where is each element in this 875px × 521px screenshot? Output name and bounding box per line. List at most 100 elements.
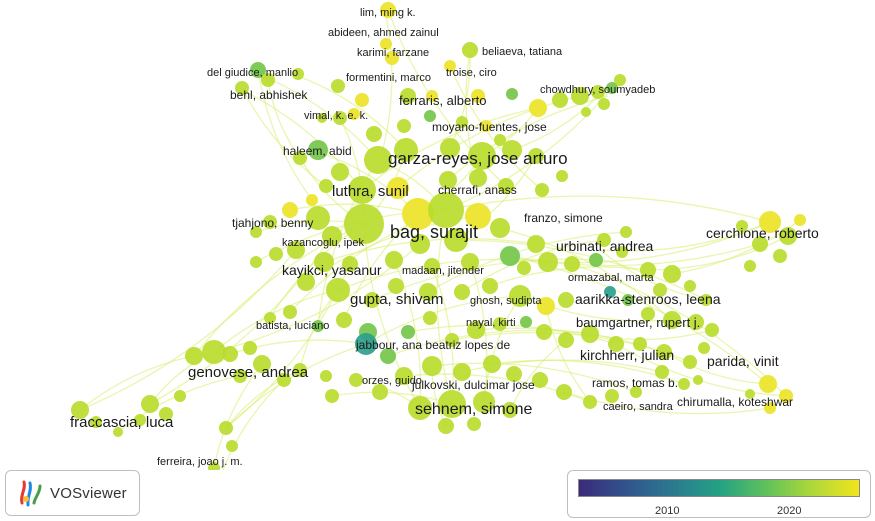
author-node[interactable] [656,344,672,360]
author-node[interactable] [293,151,307,165]
author-node[interactable] [326,278,350,302]
author-node[interactable] [243,341,257,355]
author-node[interactable] [583,395,597,409]
author-node[interactable] [502,402,518,418]
author-node[interactable] [591,85,605,99]
author-node[interactable] [571,87,589,105]
author-node[interactable] [698,342,710,354]
author-node[interactable] [331,79,345,93]
author-node[interactable] [400,88,416,104]
author-node[interactable] [641,307,655,321]
author-node[interactable] [113,427,123,437]
author-node[interactable] [423,311,437,325]
author-node[interactable] [292,68,304,80]
author-node[interactable] [794,214,806,226]
author-node[interactable] [759,211,781,233]
author-node[interactable] [344,204,384,244]
author-node[interactable] [688,314,704,330]
author-node[interactable] [483,355,501,373]
author-node[interactable] [537,297,555,315]
author-node[interactable] [467,321,485,339]
author-node[interactable] [622,294,634,306]
author-node[interactable] [764,402,776,414]
author-node[interactable] [564,256,580,272]
author-node[interactable] [312,320,324,332]
author-label-julkovski-dulcimar-jose[interactable]: julkovski, dulcimar jose [411,378,535,392]
author-node[interactable] [465,203,491,229]
author-node[interactable] [331,163,349,181]
author-label-ramos-tomas-b[interactable]: ramos, tomas b. [592,376,678,390]
author-node[interactable] [509,285,531,307]
author-node[interactable] [683,355,697,369]
author-node[interactable] [693,375,703,385]
author-node[interactable] [293,363,307,377]
author-node[interactable] [355,93,369,107]
author-node[interactable] [684,280,696,292]
author-label-ghosh-sudipta[interactable]: ghosh, sudipta [470,295,542,307]
author-node[interactable] [408,396,432,420]
author-node[interactable] [438,390,466,418]
author-node[interactable] [759,375,777,393]
author-node[interactable] [428,192,464,228]
author-node[interactable] [235,81,249,95]
author-node[interactable] [456,116,468,128]
author-label-nayal-kirti[interactable]: nayal, kirti [466,317,516,329]
author-node[interactable] [779,227,797,245]
author-node[interactable] [342,256,358,272]
author-node[interactable] [445,333,459,347]
author-node[interactable] [385,251,403,269]
author-node[interactable] [453,363,471,381]
author-node[interactable] [250,62,266,78]
author-node[interactable] [287,241,305,259]
author-node[interactable] [314,252,334,272]
author-label-vimal-k-e-k[interactable]: vimal, k. e. k. [304,110,368,122]
author-node[interactable] [336,312,352,328]
author-label-chowdhury-soumyadeb[interactable]: chowdhury, soumyadeb [540,84,655,96]
author-node[interactable] [773,249,787,263]
author-node[interactable] [640,262,656,278]
author-node[interactable] [366,126,382,142]
author-node[interactable] [498,178,514,194]
author-node[interactable] [306,206,330,230]
author-label-batista-luciano[interactable]: batista, luciano [256,320,329,332]
author-node[interactable] [388,278,404,294]
author-node[interactable] [348,176,376,204]
author-node[interactable] [581,325,599,343]
author-node[interactable] [297,273,315,291]
author-label-kayikci-yasanur[interactable]: kayikci, yasanur [282,262,382,278]
author-node[interactable] [752,236,768,252]
author-node[interactable] [226,440,238,452]
author-node[interactable] [653,283,667,297]
author-node[interactable] [473,391,495,413]
author-node[interactable] [506,366,522,382]
author-node[interactable] [419,283,437,301]
author-node[interactable] [355,333,377,355]
author-node[interactable] [556,384,572,400]
author-node[interactable] [320,370,332,382]
author-node[interactable] [558,332,574,348]
author-label-ferreira-joao-j-m[interactable]: ferreira, joao j. m. [157,456,243,468]
author-node[interactable] [202,340,226,364]
author-node[interactable] [282,202,298,218]
author-node[interactable] [364,292,380,308]
author-node[interactable] [536,324,552,340]
author-label-formentini-marco[interactable]: formentini, marco [346,72,431,84]
author-label-garza-reyes-jose-arturo[interactable]: garza-reyes, jose arturo [388,149,568,168]
author-node[interactable] [325,389,339,403]
author-node[interactable] [745,389,755,399]
author-node[interactable] [467,417,481,431]
author-node[interactable] [444,60,456,72]
author-node[interactable] [385,51,399,65]
author-label-madaan-jitender[interactable]: madaan, jitender [402,265,484,277]
author-node[interactable] [558,292,574,308]
author-node[interactable] [439,171,457,189]
author-node[interactable] [502,140,522,160]
author-label-parida-vinit[interactable]: parida, vinit [707,353,779,369]
author-node[interactable] [620,226,632,238]
author-node[interactable] [581,107,591,117]
author-label-bag-surajit[interactable]: bag, surajit [390,222,478,242]
author-label-fraccascia-luca[interactable]: fraccascia, luca [70,414,174,431]
author-node[interactable] [322,226,342,246]
author-node[interactable] [410,234,430,254]
author-node[interactable] [185,347,203,365]
